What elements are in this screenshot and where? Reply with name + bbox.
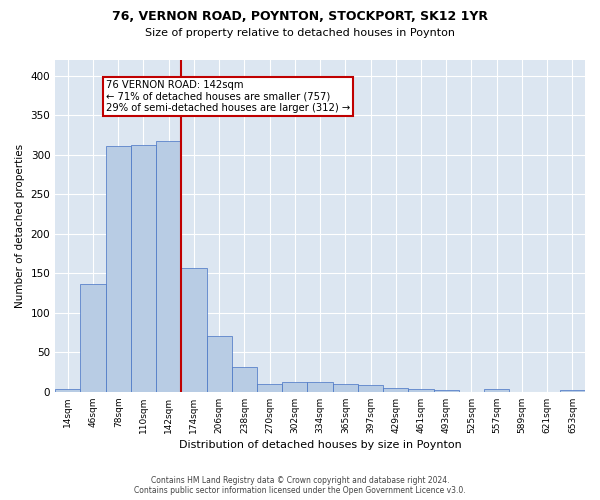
Text: Contains HM Land Registry data © Crown copyright and database right 2024.
Contai: Contains HM Land Registry data © Crown c…	[134, 476, 466, 495]
Bar	[484, 390, 509, 392]
Bar	[560, 390, 585, 392]
Bar	[358, 386, 383, 392]
Bar	[55, 388, 80, 392]
Bar	[307, 382, 332, 392]
Bar	[131, 144, 156, 392]
Text: Size of property relative to detached houses in Poynton: Size of property relative to detached ho…	[145, 28, 455, 38]
Bar	[409, 390, 434, 392]
Bar	[106, 146, 131, 392]
Bar	[80, 284, 106, 392]
Bar	[232, 366, 257, 392]
Bar	[181, 268, 206, 392]
Bar	[434, 390, 459, 392]
Bar	[332, 384, 358, 392]
Text: 76 VERNON ROAD: 142sqm
← 71% of detached houses are smaller (757)
29% of semi-de: 76 VERNON ROAD: 142sqm ← 71% of detached…	[106, 80, 350, 113]
Bar	[257, 384, 282, 392]
Text: 76, VERNON ROAD, POYNTON, STOCKPORT, SK12 1YR: 76, VERNON ROAD, POYNTON, STOCKPORT, SK1…	[112, 10, 488, 23]
Bar	[383, 388, 409, 392]
X-axis label: Distribution of detached houses by size in Poynton: Distribution of detached houses by size …	[179, 440, 461, 450]
Bar	[206, 336, 232, 392]
Bar	[156, 140, 181, 392]
Y-axis label: Number of detached properties: Number of detached properties	[15, 144, 25, 308]
Bar	[282, 382, 307, 392]
